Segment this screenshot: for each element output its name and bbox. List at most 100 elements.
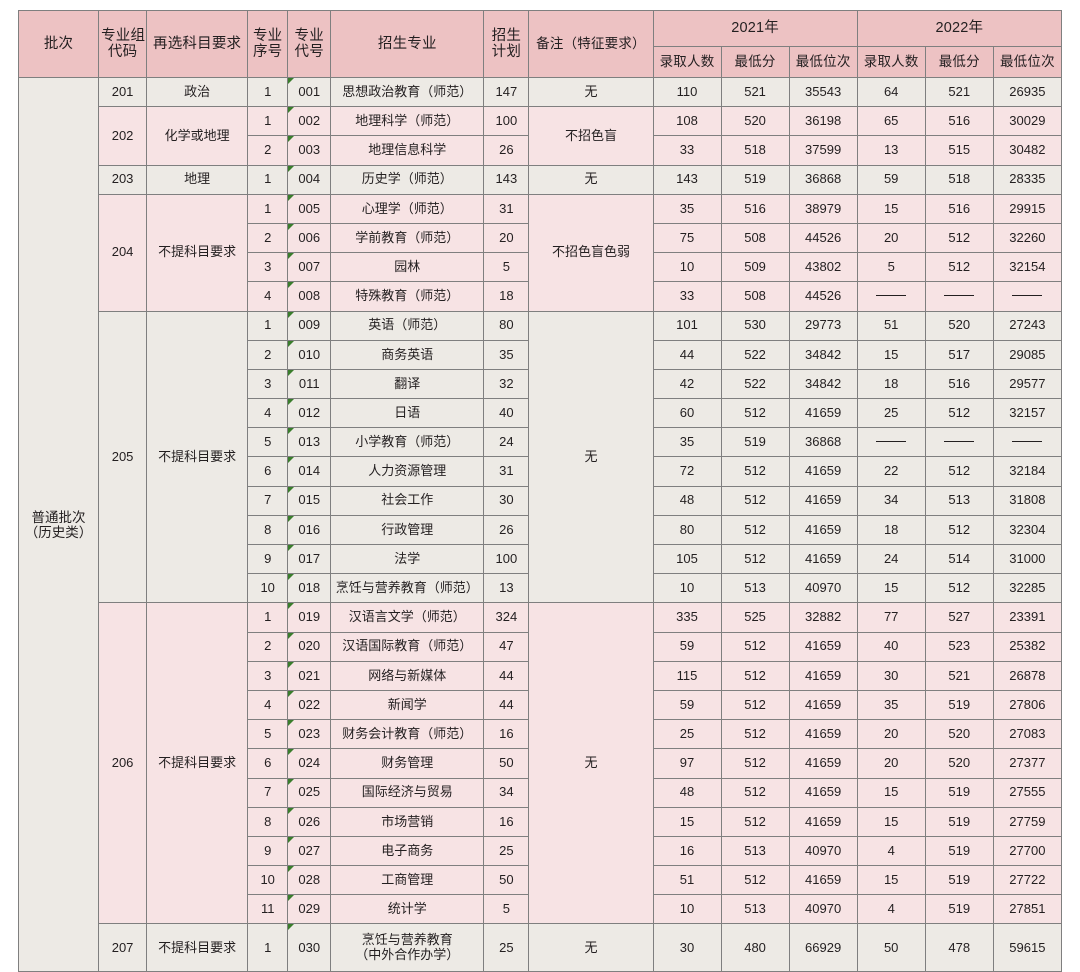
col-header-group-code-line2: 代码	[107, 44, 138, 60]
y2021-min-rank-cell: 41659	[788, 456, 858, 487]
y2021-min-rank-cell: 41659	[788, 543, 858, 575]
remark-cell: 无	[528, 164, 654, 195]
plan-cell: 40	[483, 398, 530, 429]
y2021-min-rank-cell: 40970	[788, 573, 858, 604]
table-row: 7 025 国际经济与贸易 34 48 512 41659 15 519 27555	[19, 777, 1063, 808]
major-code-cell: 020	[287, 631, 332, 662]
y2021-min-rank-cell: 41659	[788, 777, 858, 808]
y2021-admitted-cell: 59	[652, 631, 722, 662]
major-name-cell: 工商管理	[330, 865, 485, 896]
y2022-admitted-cell: 59	[856, 164, 926, 195]
col-header-plan: 招生 计划	[483, 10, 530, 78]
green-triangle-icon	[288, 808, 295, 814]
col-header-major-name: 招生专业	[330, 10, 485, 78]
major-name-cell: 小学教育（师范）	[330, 427, 485, 458]
y2021-admitted-cell: 80	[652, 514, 722, 546]
y2021-min-rank-cell: 36198	[788, 106, 858, 137]
major-code-cell: 009	[287, 310, 332, 341]
col-header-batch: 批次	[17, 10, 100, 78]
y2021-admitted-cell: 25	[652, 719, 722, 750]
major-name-cell: 新闻学	[330, 689, 485, 721]
major-name-cell: 园林	[330, 252, 485, 283]
y2022-min-rank-cell: 32304	[992, 514, 1063, 546]
y2021-min-score-cell: 512	[720, 660, 790, 691]
plan-cell: 25	[483, 923, 530, 972]
y2022-min-rank-cell: 31000	[992, 543, 1063, 575]
y2021-min-score-cell: 513	[720, 573, 790, 604]
y2022-min-score-cell: 516	[924, 106, 994, 137]
y2021-min-rank-cell: 41659	[788, 748, 858, 779]
y2021-min-rank-cell: 29773	[788, 310, 858, 341]
y2022-admitted-cell: 18	[856, 514, 926, 546]
plan-cell: 30	[483, 485, 530, 516]
green-triangle-icon	[288, 136, 295, 143]
empty-dash	[1012, 295, 1043, 297]
green-triangle-icon	[288, 370, 295, 376]
major-name-cell: 地理信息科学	[330, 135, 485, 166]
major-name-cell: 历史学（师范）	[330, 164, 485, 195]
y2022-admitted-cell: 15	[856, 865, 926, 896]
col-header-plan-line1: 招生	[491, 27, 522, 44]
table-row: 206 不提科目要求 1 019 汉语言文学（师范） 324 无 335 525 32882 77 5…	[19, 602, 1063, 925]
table-row: 205 不提科目要求 1 009 英语（师范） 80 无 101 530 29773 51 520 27…	[19, 310, 1063, 604]
major-no-cell: 8	[247, 806, 289, 837]
green-triangle-icon	[288, 312, 295, 318]
y2022-min-score-cell: 519	[924, 689, 994, 721]
y2021-admitted-cell: 60	[652, 398, 722, 429]
major-no-cell: 7	[247, 777, 289, 808]
table-row: 10 018 烹饪与营养教育（师范） 13 10 513 40970 15 512 32285	[19, 573, 1063, 604]
remark-cell: 无	[528, 76, 654, 108]
admissions-table: 批次 专业组 代码 再选科目要求 专业 序号 专业 代号 招生专业 招生 计划	[17, 10, 1063, 972]
group-code-cell: 203	[98, 164, 148, 195]
table-row: 202 化学或地理 1 002 地理科学（师范） 100 不招色盲 108 520 36198 65…	[19, 106, 1063, 166]
y2022-min-score-cell: 521	[924, 660, 994, 691]
y2021-admitted-cell: 143	[652, 164, 722, 195]
major-no-cell: 7	[247, 485, 289, 516]
major-name-cell: 财务管理	[330, 748, 485, 779]
y2021-min-rank-cell: 41659	[788, 660, 858, 691]
plan-cell: 324	[483, 602, 530, 633]
y2021-min-score-cell: 512	[720, 719, 790, 750]
y2021-admitted-cell: 35	[652, 427, 722, 458]
y2021-admitted-cell: 51	[652, 865, 722, 896]
y2021-min-rank-cell: 44526	[788, 281, 858, 312]
y2022-min-rank-cell: 27851	[992, 894, 1063, 925]
y2022-min-rank-cell: 23391	[992, 602, 1063, 633]
y2021-min-score-cell: 512	[720, 865, 790, 896]
y2022-min-score-cell: 512	[924, 456, 994, 487]
col-header-2022-admitted: 录取人数	[856, 46, 926, 78]
y2022-min-score-cell: 519	[924, 865, 994, 896]
y2022-min-rank-cell: 27377	[992, 748, 1063, 779]
table-row: 9 017 法学 100 105 512 41659 24 514 31000	[19, 543, 1063, 575]
major-code-text: 029	[298, 901, 321, 917]
y2021-min-rank-cell: 38979	[788, 193, 858, 224]
green-triangle-icon	[288, 662, 295, 668]
y2021-min-rank-cell: 41659	[788, 514, 858, 546]
col-header-plan-line2: 计划	[491, 44, 522, 60]
y2021-min-score-cell: 518	[720, 135, 790, 166]
major-code-text: 013	[298, 434, 321, 450]
y2022-min-rank-cell: 29085	[992, 339, 1063, 370]
major-no-cell: 1	[247, 193, 289, 224]
green-triangle-icon	[288, 720, 295, 727]
major-no-cell: 1	[247, 602, 289, 633]
col-header-year-2021: 2021年	[652, 10, 858, 47]
green-triangle-icon	[288, 341, 295, 347]
major-code-cell: 004	[287, 164, 332, 195]
col-header-major-no: 专业 序号	[247, 10, 289, 78]
y2021-admitted-cell: 75	[652, 222, 722, 254]
major-code-cell: 001	[287, 76, 332, 108]
col-header-major-code-line2: 代号	[294, 44, 324, 60]
y2022-min-rank-cell: 25382	[992, 631, 1063, 662]
major-code-text: 023	[298, 725, 321, 741]
major-no-cell: 4	[247, 689, 289, 721]
table-row: 6 024 财务管理 50 97 512 41659 20 520 27377	[19, 748, 1063, 779]
major-no-cell: 2	[247, 339, 289, 370]
table-row: 8 016 行政管理 26 80 512 41659 18 512 32304	[19, 514, 1063, 546]
table-header: 批次 专业组 代码 再选科目要求 专业 序号 专业 代号 招生专业 招生 计划	[17, 10, 1063, 78]
y2021-min-score-cell: 519	[720, 427, 790, 458]
group-code-cell: 201	[98, 76, 148, 108]
y2022-min-score-cell: 516	[924, 368, 994, 400]
reselect-subject-cell: 不提科目要求	[146, 923, 249, 972]
y2021-admitted-cell: 101	[652, 310, 722, 341]
